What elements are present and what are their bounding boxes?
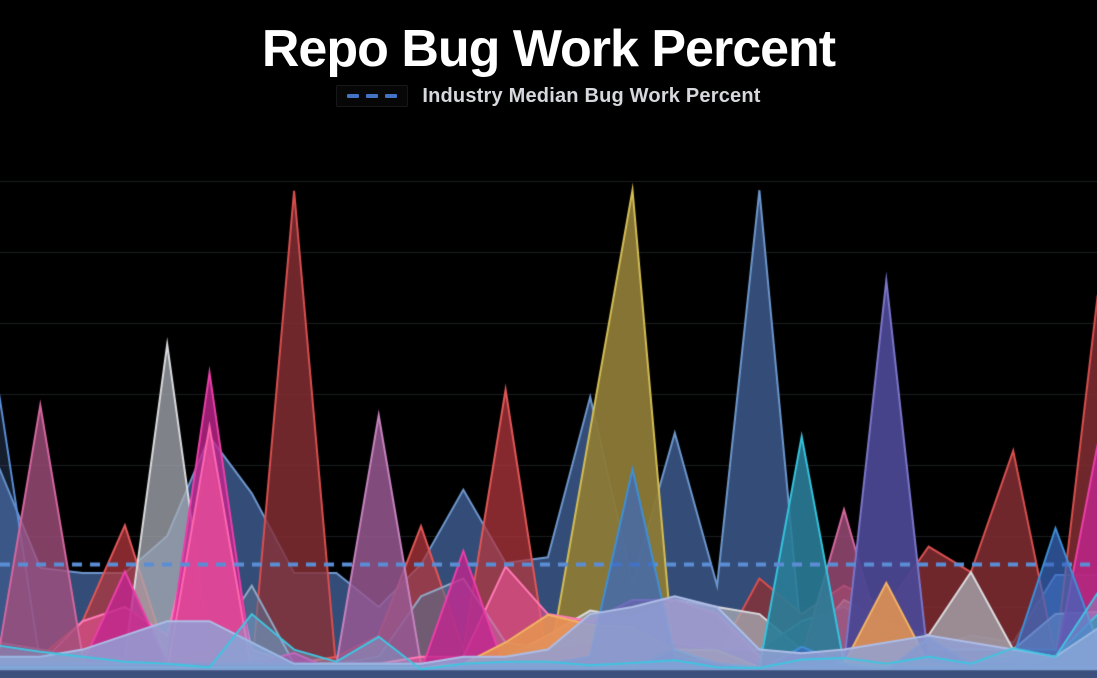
dash-segment-icon: [366, 94, 379, 99]
dash-segment-icon: [347, 94, 360, 99]
dash-segment-icon: [385, 94, 398, 99]
median-legend-item[interactable]: Industry Median Bug Work Percent: [336, 85, 760, 108]
median-dash-icon: [336, 85, 409, 108]
median-legend-label: Industry Median Bug Work Percent: [422, 84, 761, 107]
